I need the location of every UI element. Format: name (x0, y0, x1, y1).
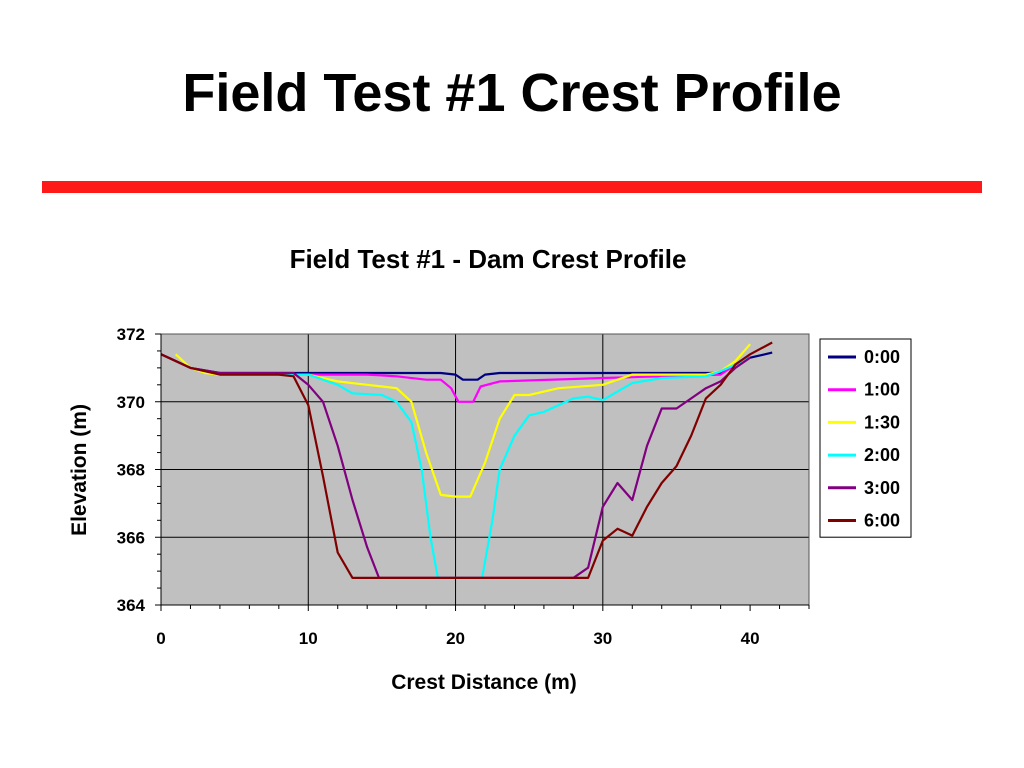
legend-label: 1:00 (864, 380, 900, 400)
series-line-2-00 (160, 353, 751, 580)
y-tick-label: 370 (117, 393, 145, 412)
legend-label: 6:00 (864, 511, 900, 531)
slide-title: Field Test #1 Crest Profile (182, 63, 842, 123)
series-line-3-00 (160, 353, 751, 580)
legend-box (819, 338, 912, 538)
x-tick-label: 0 (156, 629, 165, 648)
y-axis-label: Elevation (m) (68, 404, 91, 536)
legend-label: 0:00 (864, 347, 900, 367)
series-line-6-00 (160, 341, 773, 580)
x-tick-label: 10 (299, 629, 318, 648)
y-tick-label: 364 (117, 596, 146, 615)
x-tick-label: 40 (741, 629, 760, 648)
chart-title: Field Test #1 - Dam Crest Profile (290, 244, 687, 274)
title-rule (42, 181, 982, 193)
x-tick-label: 30 (593, 629, 612, 648)
y-tick-label: 366 (117, 528, 145, 547)
y-tick-label: 368 (117, 461, 145, 480)
legend-label: 2:00 (864, 445, 900, 465)
x-axis-label: Crest Distance (m) (391, 671, 577, 694)
legend-label: 3:00 (864, 478, 900, 498)
y-tick-label: 372 (117, 325, 145, 344)
x-tick-label: 20 (446, 629, 465, 648)
legend-label: 1:30 (864, 412, 900, 432)
